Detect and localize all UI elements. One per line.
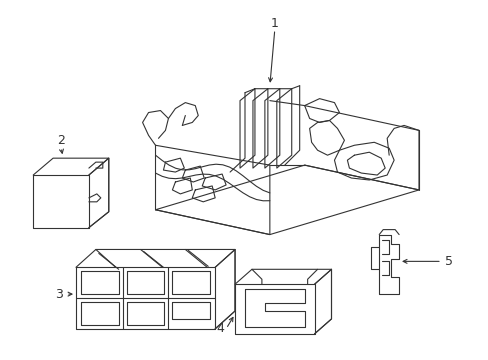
Text: 5: 5 <box>444 255 452 268</box>
Text: 4: 4 <box>216 322 224 336</box>
Text: 1: 1 <box>270 17 278 30</box>
Text: 2: 2 <box>57 134 65 147</box>
Text: 3: 3 <box>55 288 63 301</box>
